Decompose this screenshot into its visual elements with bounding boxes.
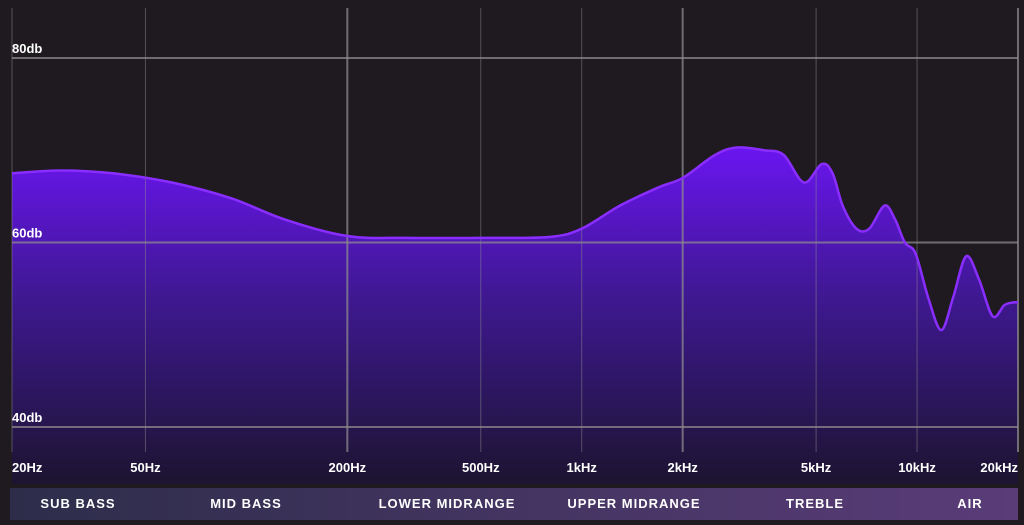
area-layer — [12, 147, 1018, 485]
x-tick-label: 5kHz — [801, 460, 832, 475]
x-tick-label: 20Hz — [12, 460, 43, 475]
band-label: TREBLE — [786, 496, 844, 511]
band-label: LOWER MIDRANGE — [379, 496, 516, 511]
y-tick-label: 80db — [12, 41, 42, 56]
x-tick-label: 200Hz — [329, 460, 367, 475]
x-axis-labels: 20Hz 50Hz 200Hz 500Hz 1kHz 2kHz 5kHz 10kHz 20kHz — [12, 460, 1019, 475]
x-tick-label: 10kHz — [898, 460, 936, 475]
y-axis-labels: 80db 60db 40db — [12, 41, 42, 425]
x-tick-label: 1kHz — [567, 460, 598, 475]
band-label: SUB BASS — [40, 496, 115, 511]
y-tick-label: 60db — [12, 226, 42, 241]
band-label: MID BASS — [210, 496, 282, 511]
frequency-band-bar: SUB BASS MID BASS LOWER MIDRANGE UPPER MIDR… — [10, 488, 1018, 520]
x-tick-label: 50Hz — [130, 460, 161, 475]
x-tick-label: 20kHz — [980, 460, 1018, 475]
y-tick-label: 40db — [12, 410, 42, 425]
curve-layer — [11, 146, 1019, 332]
band-label: UPPER MIDRANGE — [567, 496, 700, 511]
response-area-fill — [12, 147, 1018, 485]
band-bar-background — [10, 488, 1018, 520]
response-curve-line — [11, 146, 1019, 332]
x-tick-label: 2kHz — [667, 460, 698, 475]
band-label: AIR — [957, 496, 982, 511]
x-tick-label: 500Hz — [462, 460, 500, 475]
